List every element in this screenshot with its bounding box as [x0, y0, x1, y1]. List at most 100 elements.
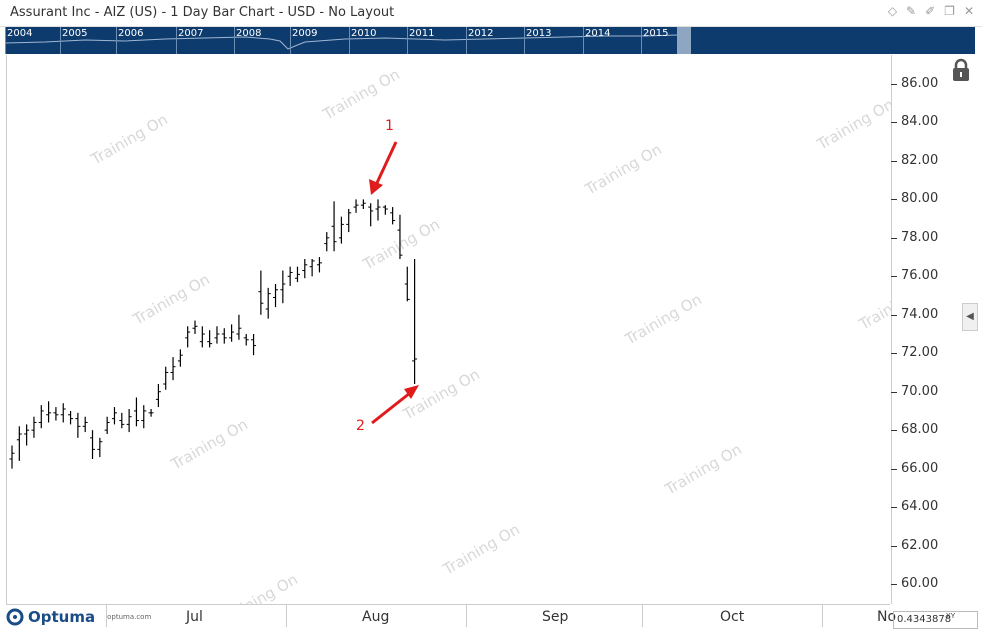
close-icon[interactable]: ✕	[963, 4, 974, 18]
pin-icon[interactable]: ✎	[906, 4, 917, 18]
ohlc-bar	[280, 270, 286, 304]
ohlc-bar	[368, 203, 374, 227]
ohlc-bar	[104, 416, 110, 434]
ohlc-bar	[185, 326, 191, 348]
overview-year-divider	[641, 27, 642, 54]
overview-strip[interactable]: 2004 2005 2006 2007 2008 2009 2010 2011 2012 2013…	[5, 27, 975, 54]
y-axis-label: 66.00	[901, 460, 939, 476]
y-axis-tick	[891, 122, 897, 124]
overview-year-divider	[466, 27, 467, 54]
ohlc-bar	[111, 407, 117, 425]
collapse-panel-button[interactable]: ◀	[962, 303, 978, 331]
ohlc-bar	[236, 314, 242, 340]
ohlc-bar	[229, 324, 235, 342]
overview-year-label: 2013	[526, 28, 552, 39]
overview-year-label: 2005	[62, 28, 88, 39]
ohlc-bar	[68, 410, 74, 425]
ohlc-bar	[316, 257, 322, 273]
y-axis-tick	[891, 160, 897, 162]
y-axis-label: 74.00	[901, 306, 939, 322]
overview-year-label: 2007	[178, 28, 204, 39]
ohlc-bar	[353, 199, 359, 213]
ohlc-bar	[126, 409, 132, 433]
ohlc-bar	[31, 416, 37, 438]
ohlc-bar	[375, 199, 381, 221]
y-axis-tick	[891, 584, 897, 585]
ohlc-bar	[9, 445, 15, 469]
cursor-readout[interactable]: 0.4343878	[893, 611, 978, 629]
y-axis-tick	[891, 276, 897, 278]
x-axis[interactable]: Jul Aug Sep Oct No	[6, 604, 896, 636]
annotation-arrowhead-1	[369, 179, 383, 195]
edit-icon[interactable]: ✐	[925, 4, 936, 18]
ohlc-bar	[82, 416, 88, 433]
restore-icon[interactable]: ❐	[944, 4, 955, 18]
price-chart: Training On Training On Training On Trainin…	[9, 65, 891, 604]
overview-year-label: 2009	[292, 28, 318, 39]
ohlc-bar	[46, 401, 52, 423]
x-axis-label: Aug	[362, 609, 390, 625]
watermark-text: Training On	[439, 520, 523, 579]
overview-year-divider	[176, 27, 177, 54]
y-axis[interactable]: 60.00 62.00 64.00 66.00 68.00 70.00 72.00 74.00…	[891, 55, 982, 604]
ohlc-bar	[360, 199, 366, 209]
ohlc-bar	[324, 232, 330, 252]
overview-year-label: 2008	[236, 28, 262, 39]
watermark-text: Training On	[581, 140, 665, 199]
optuma-logo-icon	[6, 608, 24, 626]
overview-year-divider	[583, 27, 584, 54]
ohlc-bar	[397, 214, 403, 259]
annotation-arrowhead-2	[404, 385, 419, 399]
x-axis-label: Jul	[186, 609, 203, 625]
overview-year-divider	[524, 27, 525, 54]
ohlc-bar	[199, 326, 205, 348]
chart-plot-area[interactable]: Training On Training On Training On Trainin…	[6, 55, 892, 604]
ohlc-bar	[148, 409, 154, 417]
watermark-text: Training On	[167, 415, 251, 474]
ohlc-bar	[141, 405, 147, 429]
ohlc-bar	[16, 426, 22, 461]
annotation-arrow-1	[374, 141, 398, 186]
overview-year-label: 2004	[7, 28, 33, 39]
brand-url: optuma.com	[107, 613, 152, 621]
ohlc-bar	[243, 334, 249, 346]
y-axis-label: 62.00	[901, 537, 939, 553]
ohlc-bar	[24, 424, 30, 446]
lock-icon[interactable]	[950, 58, 972, 82]
diamond-icon[interactable]: ◇	[887, 4, 898, 18]
ohlc-bar	[97, 437, 103, 458]
window-titlebar: Assurant Inc - AIZ (US) - 1 Day Bar Char…	[0, 0, 982, 27]
ohlc-bar	[221, 328, 227, 344]
optuma-logo: Optuma optuma.com	[6, 608, 151, 626]
ohlc-bar	[273, 284, 279, 308]
ohlc-bar	[251, 334, 257, 356]
overview-range-handle[interactable]	[677, 27, 691, 54]
readout-mode[interactable]: XY	[946, 613, 956, 620]
overview-year-divider	[349, 27, 350, 54]
y-axis-label: 64.00	[901, 499, 939, 515]
watermark-text: Training On	[359, 215, 443, 274]
y-axis-tick	[891, 237, 897, 239]
ohlc-bar	[53, 407, 59, 421]
annotation-label-1: 1	[385, 118, 394, 134]
watermark-text: Training On	[319, 65, 403, 124]
overview-year-divider	[234, 27, 235, 54]
ohlc-bar	[163, 366, 169, 390]
overview-year-label: 2012	[468, 28, 494, 39]
ohlc-bar	[382, 205, 388, 215]
annotation-label-2: 2	[356, 418, 365, 434]
ohlc-bar	[287, 266, 293, 286]
ohlc-bar	[177, 349, 183, 367]
ohlc-bar	[75, 412, 81, 438]
y-axis-label: 82.00	[901, 152, 939, 168]
overview-year-label: 2015	[643, 28, 669, 39]
ohlc-bar	[412, 259, 418, 384]
watermark-text: Training On	[813, 95, 891, 154]
ohlc-bar	[214, 326, 220, 344]
ohlc-bar	[38, 405, 44, 429]
overview-year-label: 2014	[585, 28, 611, 39]
watermark-text: Training On	[217, 570, 301, 604]
y-axis-tick	[891, 545, 897, 547]
watermark-text: Training On	[129, 270, 213, 329]
y-axis-label: 78.00	[901, 229, 939, 245]
